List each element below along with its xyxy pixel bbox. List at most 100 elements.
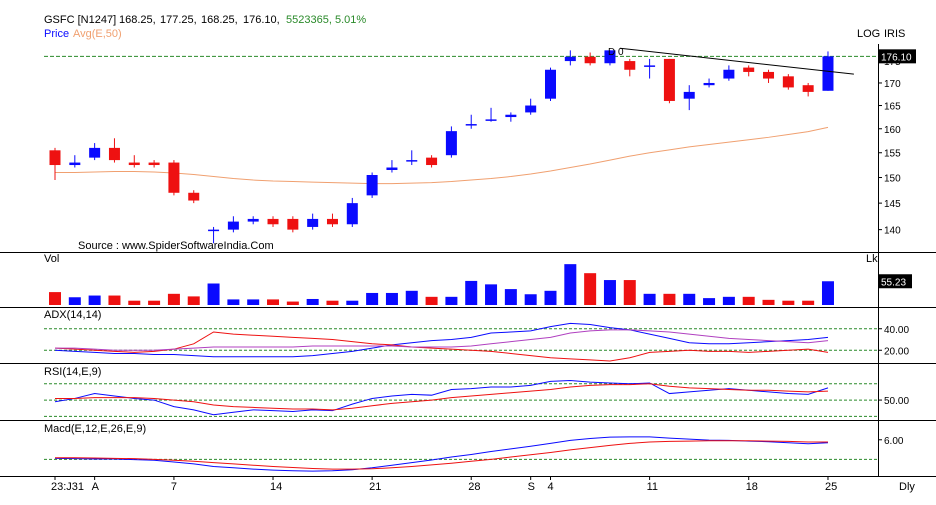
volume-bar	[544, 290, 557, 305]
candle	[307, 213, 319, 230]
avg-legend: Avg(E,50)	[73, 28, 122, 40]
candle	[346, 197, 358, 227]
panel-frames	[0, 44, 936, 477]
volume-bar	[68, 297, 81, 305]
candle	[465, 114, 477, 129]
indicator-line	[54, 436, 829, 472]
volume-bar	[306, 298, 319, 305]
volume-bar	[564, 264, 577, 305]
candle-body	[406, 160, 418, 162]
adx-title: ADX(14,14)	[44, 309, 101, 321]
candle	[743, 65, 755, 77]
x-tick-label: S	[528, 481, 535, 493]
volume-bar	[207, 283, 220, 305]
candle	[267, 216, 279, 227]
price-tick-label: 165	[884, 102, 901, 113]
candle	[148, 160, 160, 168]
last-price-label: 176.10	[881, 52, 912, 63]
candle	[663, 58, 675, 104]
candle-body	[822, 56, 834, 91]
candle-body	[763, 71, 775, 79]
x-tick-label: 28	[468, 481, 480, 493]
indicator-tick-label: 6.00	[884, 436, 904, 447]
candle-body	[426, 157, 438, 166]
candle-body	[604, 50, 616, 64]
candle-body	[683, 91, 695, 99]
candle	[485, 107, 497, 122]
candle-body	[743, 67, 755, 72]
volume-bar	[247, 299, 260, 305]
candle	[49, 147, 61, 181]
x-tick-label: 18	[746, 481, 758, 493]
candle-body	[644, 65, 656, 67]
avg-line	[55, 126, 829, 185]
volume-bar	[128, 300, 141, 305]
candle	[564, 50, 576, 66]
vol-unit: Lk	[866, 253, 878, 265]
candle-body	[802, 85, 814, 92]
volume-bar	[167, 293, 180, 305]
candle	[69, 155, 81, 168]
candle	[227, 216, 239, 233]
candle-body	[584, 56, 596, 64]
candle	[108, 138, 120, 163]
volume-bar	[187, 296, 200, 305]
volume-bar	[802, 300, 815, 305]
volume-bar	[524, 294, 537, 305]
x-tick-label: 7	[171, 481, 177, 493]
source-label: Source : www.SpiderSoftwareIndia.Com	[78, 240, 274, 252]
candle-body	[287, 218, 299, 230]
indicator-tick-label: 40.00	[884, 325, 909, 336]
candle	[168, 160, 180, 196]
candle	[505, 112, 517, 122]
volume-bar	[267, 299, 280, 305]
candle-body	[89, 147, 101, 158]
candle	[723, 65, 735, 81]
price-panel: 140145150155160165170175176.10D 0	[44, 47, 916, 244]
indicator-line	[54, 380, 829, 416]
candle	[208, 226, 220, 244]
x-tick-label: 25	[825, 481, 837, 493]
candle	[584, 52, 596, 66]
candle-body	[208, 229, 220, 232]
candle	[802, 82, 814, 97]
price-tick-label: 170	[884, 79, 901, 90]
candle	[128, 155, 140, 168]
volume-last-box	[879, 274, 912, 289]
volume-bar	[49, 292, 61, 305]
price-tick-label: 160	[884, 125, 901, 136]
indicator-line	[55, 383, 829, 411]
macd-panel: 6.00	[44, 436, 904, 472]
last-price-box	[879, 49, 916, 64]
candle-body	[525, 105, 537, 113]
interval-label[interactable]: Dly	[899, 481, 915, 493]
volume-last-label: 55.23	[881, 277, 906, 288]
volume-bar	[346, 300, 359, 305]
brand-label: IRIS	[884, 28, 905, 40]
price-tick-label: 155	[884, 149, 901, 160]
indicator-tick-label: 20.00	[884, 346, 909, 357]
volume-bar	[286, 301, 299, 305]
candle	[188, 190, 200, 204]
candle	[426, 155, 438, 168]
candle-body	[128, 162, 140, 166]
candle-body	[326, 218, 338, 225]
candle-body	[663, 58, 675, 101]
marker-label: D 0	[608, 47, 624, 58]
candle-body	[148, 162, 160, 166]
candle-body	[465, 124, 477, 126]
log-scale-button[interactable]: LOG	[857, 28, 880, 40]
volume-bar	[366, 292, 379, 305]
trend-line	[619, 47, 854, 75]
candle-body	[386, 167, 398, 171]
adx-panel: 40.00 20.00	[44, 322, 909, 362]
indicator-line	[54, 322, 829, 358]
candle-body	[782, 76, 794, 88]
volume-bar	[88, 295, 101, 305]
x-tick-label: 14	[270, 481, 282, 493]
close-value: 176.10,	[243, 14, 280, 26]
candle	[703, 78, 715, 88]
indicator-line	[54, 331, 829, 362]
volume-bar	[722, 296, 735, 305]
